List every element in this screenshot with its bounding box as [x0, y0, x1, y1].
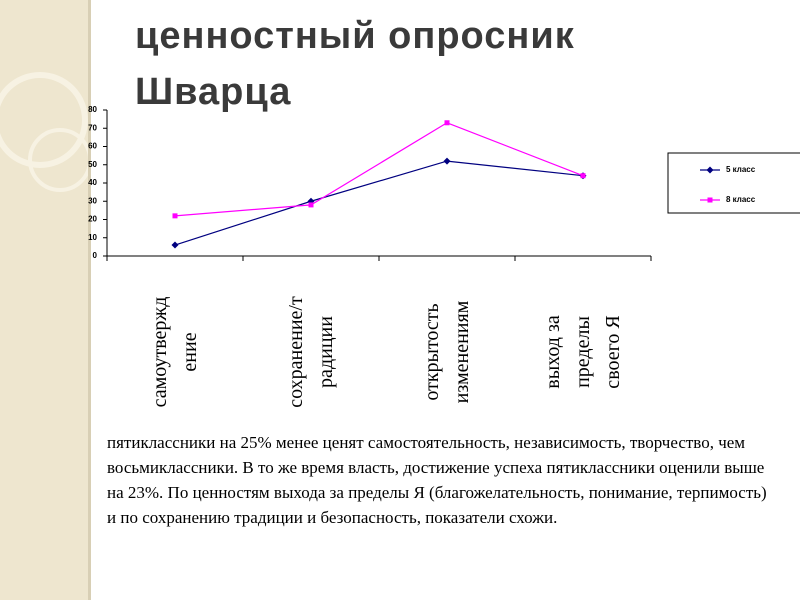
x-tick-label: открытость изменениям — [421, 300, 473, 404]
y-tick-label: 70 — [88, 123, 97, 132]
y-tick-label: 30 — [88, 196, 97, 205]
point — [580, 173, 586, 179]
y-tick-label: 50 — [88, 160, 97, 169]
legend-label: 5 класс — [726, 165, 756, 174]
x-tick-label: сохранение/т радиции — [285, 296, 337, 408]
y-tick-label: 20 — [88, 215, 97, 224]
point — [444, 120, 450, 126]
y-tick-label: 40 — [88, 178, 97, 187]
legend-marker — [706, 166, 714, 174]
decor — [0, 72, 88, 192]
y-tick-label: 10 — [88, 233, 97, 242]
legend-label: 8 класс — [726, 195, 756, 204]
series-line — [174, 122, 584, 217]
slide-body: пятиклассники на 25% менее ценят самосто… — [107, 433, 767, 527]
series-line — [174, 160, 584, 246]
point — [172, 213, 178, 219]
legend-marker — [707, 197, 713, 203]
point — [308, 202, 314, 208]
point — [171, 241, 179, 249]
x-tick-label: выход за пределы своего Я — [542, 315, 624, 389]
legend-box — [667, 152, 800, 214]
decor-strip — [0, 0, 91, 600]
y-tick-label: 0 — [93, 251, 98, 260]
y-tick-label: 80 — [88, 105, 97, 114]
slide-title: ценностный опросник Шварца — [135, 15, 575, 113]
y-tick-label: 60 — [88, 142, 97, 151]
x-tick-label: самоутвержд ение — [149, 296, 201, 408]
point — [443, 157, 451, 165]
